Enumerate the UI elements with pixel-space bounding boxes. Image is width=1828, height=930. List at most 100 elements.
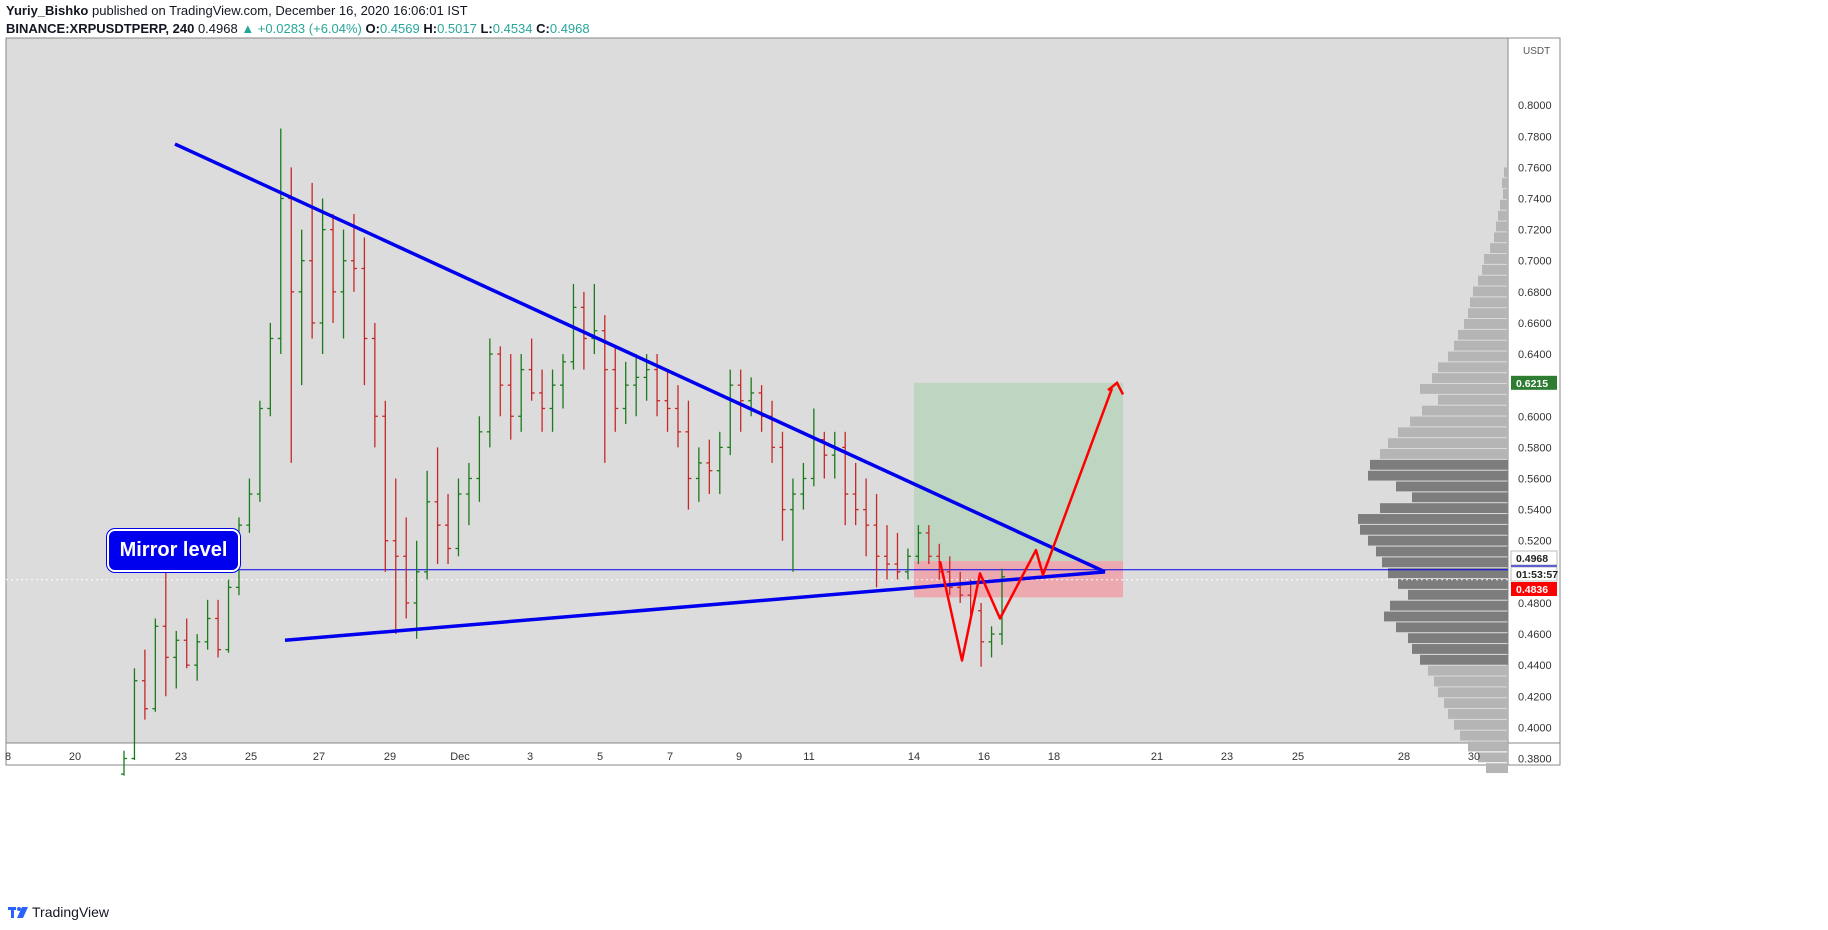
chart-frame — [5, 37, 1561, 766]
volume-profile-bar — [1464, 319, 1508, 329]
volume-profile-bar — [1438, 362, 1508, 373]
price-tick-label: 0.5200 — [1518, 536, 1552, 548]
volume-profile-bar — [1420, 384, 1508, 394]
time-tick-label: 30 — [1468, 751, 1480, 763]
mirror-level-label: Mirror level — [119, 539, 228, 561]
volume-profile-bar — [1410, 416, 1508, 427]
volume-profile-bar — [1428, 665, 1508, 676]
symbol-legend: BINANCE:XRPUSDTPERP, 240 0.4968 ▲ +0.028… — [6, 21, 590, 36]
volume-profile-bar — [1380, 449, 1508, 459]
time-tick-label: Dec — [450, 751, 470, 763]
volume-profile-bar — [1408, 633, 1508, 644]
forecast-arrowhead — [1107, 380, 1125, 396]
volume-profile-bar — [1382, 557, 1508, 568]
volume-profile-bar — [1454, 340, 1508, 351]
price-tick-label: 0.6000 — [1518, 411, 1552, 423]
volume-profile-bar — [1438, 687, 1508, 698]
price-unit-label: USDT — [1523, 46, 1550, 57]
volume-profile-bar — [1412, 492, 1508, 503]
price-label-target: 0.6215 — [1516, 378, 1548, 390]
volume-profile-bar — [1494, 232, 1508, 243]
time-tick-label: 29 — [384, 751, 396, 763]
high-value: 0.5017 — [437, 21, 477, 36]
volume-profile-bar — [1478, 752, 1508, 763]
price-tick-label: 0.5600 — [1518, 473, 1552, 485]
price-tick-label: 0.4400 — [1518, 660, 1552, 672]
volume-profile-bar — [1448, 351, 1508, 362]
time-tick-label: 25 — [245, 751, 257, 763]
volume-profile-bar — [1486, 763, 1508, 774]
mirror-level-callout[interactable]: Mirror level — [107, 529, 240, 572]
volume-profile-bar — [1482, 264, 1508, 275]
price-tick-label: 0.4800 — [1518, 598, 1552, 610]
volume-profile-bar — [1460, 730, 1508, 741]
price-tick-label: 0.7200 — [1518, 225, 1552, 237]
time-tick-label: 8 — [5, 751, 11, 763]
time-tick-label: 20 — [69, 751, 81, 763]
price-tick-label: 0.6800 — [1518, 287, 1552, 299]
volume-profile-bar — [1500, 199, 1508, 210]
volume-profile-bar — [1444, 698, 1508, 709]
price-tick-label: 0.8000 — [1518, 100, 1552, 112]
low-label: L: — [480, 21, 493, 36]
volume-profile-bar — [1454, 719, 1508, 730]
volume-profile-bar — [1398, 427, 1508, 438]
price-tick-label: 0.6400 — [1518, 349, 1552, 361]
footer-brand[interactable]: TradingView — [8, 904, 109, 920]
price-tick-label: 0.7600 — [1518, 162, 1552, 174]
volume-profile-bar — [1380, 503, 1508, 514]
high-label: H: — [423, 21, 438, 36]
volume-profile-bar — [1370, 459, 1508, 470]
volume-profile-bar — [1388, 568, 1508, 579]
volume-profile-bar — [1448, 709, 1508, 719]
price-tick-label: 0.4000 — [1518, 722, 1552, 734]
footer-brand-label: TradingView — [32, 904, 110, 920]
time-tick-label: 23 — [175, 751, 187, 763]
price-label-last-bg — [1510, 550, 1558, 566]
volume-profile-bar — [1498, 210, 1508, 221]
volume-profile-bar — [1490, 243, 1508, 254]
volume-profile-bar — [1434, 676, 1508, 687]
publisher-line: Yuriy_Bishko published on TradingView.co… — [6, 3, 468, 18]
price-tick-label: 0.6600 — [1518, 318, 1552, 330]
time-tick-label: 9 — [736, 751, 742, 763]
volume-profile-bar — [1360, 524, 1508, 535]
price-label-countdown-bg — [1510, 566, 1558, 582]
last-price: 0.4968 — [197, 21, 238, 36]
volume-profile-bar — [1484, 254, 1508, 264]
price-tick-label: 0.3800 — [1518, 754, 1552, 766]
upper-trendline — [174, 142, 1106, 574]
forecast-path — [938, 387, 1114, 662]
price-tick-label: 0.4200 — [1518, 691, 1552, 703]
time-tick-label: 16 — [978, 751, 990, 763]
price-tick-label: 0.7800 — [1518, 131, 1552, 143]
plot-area — [6, 38, 1508, 743]
author-name[interactable]: Yuriy_Bishko — [6, 3, 89, 18]
volume-profile-bar — [1438, 394, 1508, 405]
time-tick-label: 14 — [908, 751, 920, 763]
time-tick-label: 5 — [597, 751, 603, 763]
volume-profile-bar — [1388, 438, 1508, 449]
open-value: 0.4569 — [379, 21, 420, 36]
price-change: ▲ +0.0283 (+6.04%) — [241, 21, 362, 36]
time-tick-label: 25 — [1292, 751, 1304, 763]
volume-profile-bar — [1503, 189, 1508, 199]
volume-profile-bar — [1396, 481, 1508, 492]
volume-profile-bar — [1368, 470, 1508, 481]
volume-profile-bar — [1358, 514, 1508, 524]
price-label-countdown: 01:53:57 — [1516, 569, 1558, 581]
price-axis-area — [1508, 38, 1560, 743]
volume-profile-bar — [1396, 622, 1508, 633]
time-tick-label: 3 — [527, 751, 533, 763]
price-label-last: 0.4968 — [1516, 553, 1548, 565]
volume-profile-bar — [1390, 600, 1508, 611]
time-tick-label: 23 — [1221, 751, 1233, 763]
volume-profile-bar — [1502, 178, 1508, 189]
volume-profile-bar — [1420, 654, 1508, 665]
volume-profile-bar — [1408, 589, 1508, 600]
price-tick-label: 0.7000 — [1518, 256, 1552, 268]
lower-trendline — [284, 570, 1106, 643]
symbol-name[interactable]: BINANCE:XRPUSDTPERP, 240 — [6, 21, 195, 36]
time-tick-label: 18 — [1048, 751, 1060, 763]
